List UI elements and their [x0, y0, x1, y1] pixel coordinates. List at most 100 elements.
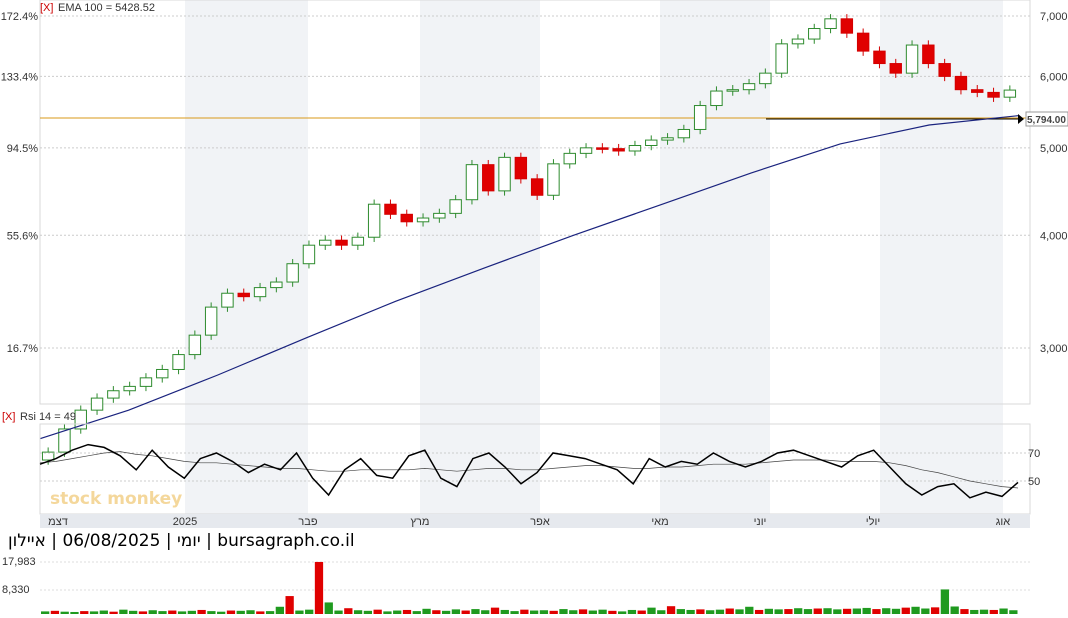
x-axis: דצמ 2025 פבר מרץ אפר מאי יוני יולי אוג — [48, 515, 1010, 528]
candle-body — [465, 164, 479, 201]
volume-bar — [1009, 610, 1018, 614]
candle-body — [204, 306, 218, 336]
volume-bar — [441, 610, 451, 614]
candle-body — [530, 178, 544, 196]
volume-bar — [764, 608, 773, 614]
candle-body — [188, 334, 202, 356]
volume-bar — [911, 606, 920, 614]
volume-bar — [774, 609, 783, 614]
x-tick-label: אפר — [530, 516, 550, 528]
price-tick-label: 5,000 — [1040, 143, 1068, 155]
volume-bar — [412, 611, 421, 614]
month-band — [880, 0, 1003, 514]
volume-bar — [80, 611, 89, 614]
volume-bar — [657, 610, 666, 614]
volume-bar — [725, 608, 734, 614]
footer-caption: יומי | 06/08/2025 | איילון | bursagraph.… — [8, 531, 355, 551]
volume-bar — [265, 611, 275, 614]
candle-body — [742, 83, 756, 91]
candle-body — [596, 147, 609, 150]
volume-bar — [970, 609, 979, 614]
volume-bar — [715, 609, 725, 614]
candle-body — [563, 152, 576, 165]
candle-body — [74, 409, 87, 430]
volume-bar — [89, 611, 99, 614]
volume-bar — [422, 608, 431, 614]
volume-bar — [979, 609, 989, 614]
volume-bar — [373, 609, 382, 614]
volume-bar — [314, 561, 324, 614]
rsi-close-button[interactable]: [X] — [2, 411, 15, 423]
x-axis-band — [40, 514, 1030, 528]
volume-bar — [842, 608, 852, 614]
candle-body — [335, 239, 348, 246]
x-tick-label: 2025 — [173, 516, 197, 528]
volume-bar — [138, 611, 148, 614]
volume-label-mid: 8,330 — [2, 584, 30, 596]
candlestick-series — [41, 14, 1017, 465]
candle-body — [645, 139, 658, 146]
volume-bar — [618, 611, 627, 614]
rsi-70-label: 70 — [1028, 448, 1040, 460]
candle-body — [302, 244, 316, 265]
volume-bar — [696, 609, 705, 614]
price-panel-frame — [39, 0, 1031, 405]
volume-bar — [490, 607, 500, 614]
candle-body — [253, 287, 267, 298]
volume-bar — [197, 609, 206, 614]
candle-body — [840, 18, 854, 34]
volume-bar — [363, 610, 373, 614]
volume-label-top: 17,983 — [2, 556, 36, 568]
volume-bar — [148, 610, 157, 614]
volume-bar — [578, 609, 588, 614]
volume-bar — [627, 609, 637, 614]
volume-bar — [794, 608, 803, 614]
candle-body — [612, 148, 625, 152]
volume-bar — [813, 608, 822, 614]
volume-bar — [686, 609, 695, 614]
candle-body — [873, 50, 886, 65]
candle-body — [156, 368, 169, 379]
volume-bar — [275, 606, 284, 614]
volume-bar — [510, 611, 519, 614]
percent-tick-label: 133.4% — [1, 71, 39, 83]
candle-body — [1003, 89, 1017, 98]
volume-bar — [99, 610, 108, 614]
price-tick-label: 6,000 — [1040, 71, 1068, 83]
candle-body — [123, 385, 136, 392]
month-bands — [185, 0, 1003, 514]
volume-bar — [471, 609, 480, 614]
price-tick-label: 3,000 — [1040, 343, 1068, 355]
volume-bar — [305, 609, 314, 614]
volume-bar — [706, 610, 715, 614]
candle-body — [775, 43, 788, 74]
candle-body — [938, 63, 951, 77]
volume-bar — [745, 606, 754, 614]
volume-bar — [901, 607, 910, 614]
candle-body — [677, 128, 691, 139]
volume-bar — [451, 609, 461, 614]
volume-bars — [41, 561, 1018, 614]
candle-body — [954, 75, 968, 91]
volume-bar — [177, 611, 187, 614]
candle-body — [58, 428, 71, 453]
volume-bar — [950, 606, 959, 614]
volume-bar — [930, 607, 940, 614]
candle-body — [172, 354, 185, 370]
candle-body — [547, 163, 560, 196]
volume-bar — [236, 610, 245, 614]
x-tick-label: פבר — [298, 516, 317, 528]
volume-bar — [481, 610, 490, 614]
price-axis-right: 7,000 6,000 5,000 4,000 3,000 — [1040, 11, 1068, 355]
volume-bar — [353, 610, 363, 614]
volume-bar — [666, 606, 676, 614]
month-band — [420, 0, 540, 514]
volume-bar — [784, 609, 793, 614]
x-tick-label: יולי — [866, 515, 880, 528]
volume-bar — [109, 611, 118, 614]
volume-bar — [520, 609, 529, 614]
ema-close-button[interactable]: [X] — [40, 2, 53, 14]
ema-100-line — [39, 115, 1019, 440]
candle-body — [221, 292, 234, 308]
